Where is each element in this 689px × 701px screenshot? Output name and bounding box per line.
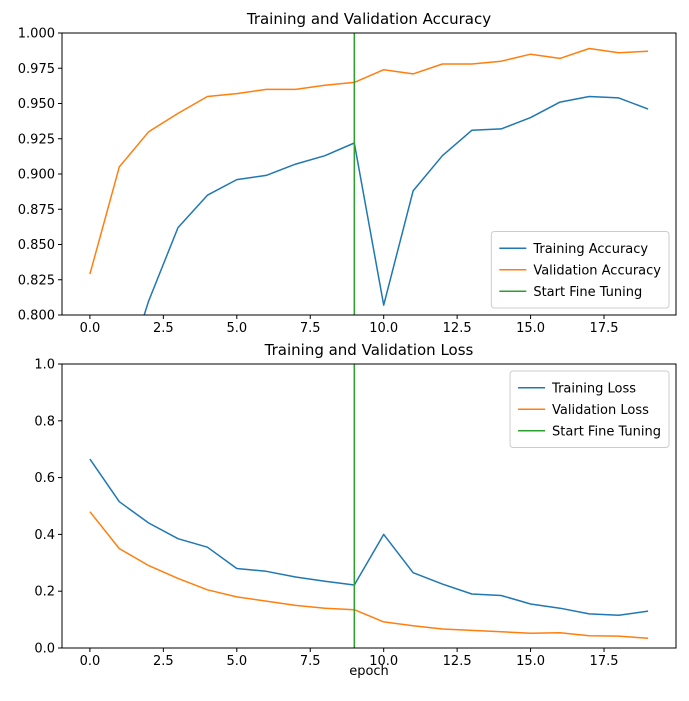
- y-tick-label: 1.000: [18, 27, 55, 42]
- legend-label: Training Accuracy: [532, 242, 648, 257]
- x-tick-label: 12.5: [443, 654, 472, 669]
- y-tick-label: 0.0: [34, 642, 55, 657]
- legend-box: [509, 370, 670, 448]
- y-tick-label: 0.900: [18, 168, 55, 183]
- legend: Training Accuracy Validation Accuracy Star…: [490, 231, 670, 309]
- plot-frame: [61, 363, 677, 649]
- y-tick-label: 0.975: [18, 62, 55, 77]
- y-tick-label: 0.800: [18, 309, 55, 324]
- y-tick-label: 0.925: [18, 132, 55, 147]
- legend-label: Start Fine Tuning: [552, 424, 661, 439]
- legend-label: Start Fine Tuning: [533, 285, 642, 300]
- x-tick-label: 10.0: [369, 654, 398, 669]
- legend-label: Training Loss: [551, 381, 636, 396]
- y-tick-label: 0.950: [18, 97, 55, 112]
- series-line-validation-loss: [89, 511, 649, 640]
- y-tick-label: 0.8: [34, 414, 55, 429]
- accuracy-chart-title: Training and Validation Accuracy: [246, 10, 492, 28]
- y-tick-label: 0.2: [34, 585, 55, 600]
- x-tick-label: 12.5: [443, 321, 472, 336]
- x-tick-label: 17.5: [590, 321, 619, 336]
- series-line-validation-accuracy: [89, 47, 649, 275]
- x-tick-label: 5.0: [226, 654, 247, 669]
- x-tick-label: 15.0: [516, 321, 545, 336]
- x-tick-label: 7.5: [300, 654, 321, 669]
- loss-chart: 0.0 2.5 5.0 7.5 10.0 12.5 15.0 17.5 0.0 0.2 0.4 0.6…: [34, 358, 677, 669]
- plot-frame: [61, 32, 677, 316]
- x-tick-label: 17.5: [590, 654, 619, 669]
- series-line-training-accuracy: [143, 95, 649, 315]
- legend: Training Loss Validation Loss Start Fine T…: [509, 370, 670, 448]
- x-tick-label: 10.0: [369, 321, 398, 336]
- y-tick-label: 1.0: [34, 358, 55, 373]
- legend-label: Validation Accuracy: [533, 263, 661, 278]
- accuracy-chart: 0.0 2.5 5.0 7.5 10.0 12.5 15.0 17.5 0.800 0.825 0.…: [18, 27, 677, 336]
- y-tick-label: 0.875: [18, 203, 55, 218]
- x-tick-label: 0.0: [80, 321, 101, 336]
- y-tick-label: 0.850: [18, 238, 55, 253]
- x-tick-label: 15.0: [516, 654, 545, 669]
- x-tick-label: 5.0: [226, 321, 247, 336]
- loss-chart-title: Training and Validation Loss: [264, 341, 474, 359]
- x-tick-label: 2.5: [153, 321, 174, 336]
- x-tick-label: 0.0: [80, 654, 101, 669]
- x-axis-label: epoch: [349, 664, 389, 679]
- series-line-training-loss: [89, 458, 649, 617]
- legend-box: [490, 231, 670, 309]
- x-tick-label: 7.5: [300, 321, 321, 336]
- x-tick-label: 2.5: [153, 654, 174, 669]
- y-tick-label: 0.6: [34, 471, 55, 486]
- y-tick-label: 0.825: [18, 273, 55, 288]
- y-tick-label: 0.4: [34, 528, 55, 543]
- legend-label: Validation Loss: [552, 403, 649, 418]
